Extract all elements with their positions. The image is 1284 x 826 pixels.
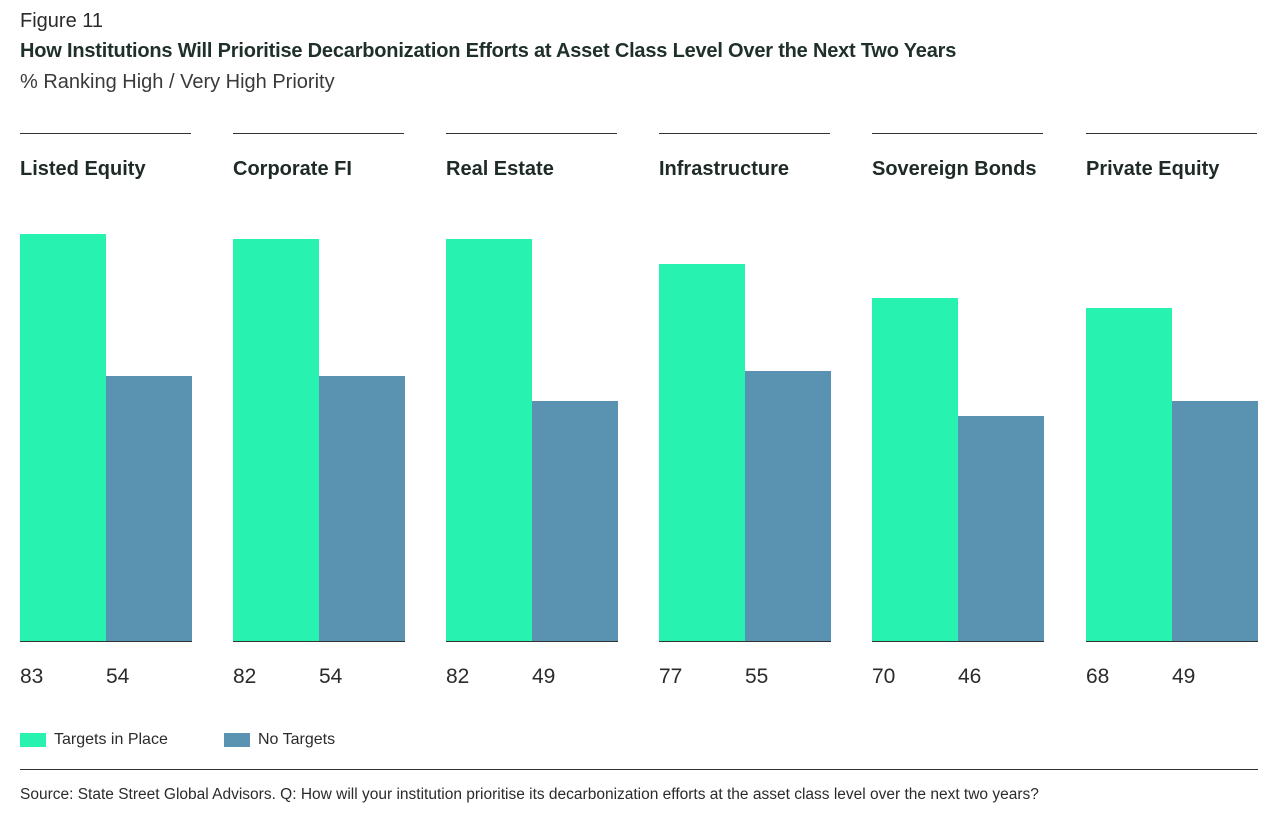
panel-corporate-fi: Corporate FI 82 54: [233, 133, 405, 693]
value-label-no-targets: 46: [958, 665, 982, 688]
category-label: Corporate FI: [233, 158, 352, 180]
panel-divider: [872, 133, 1043, 134]
value-label-no-targets: 54: [319, 665, 343, 688]
category-label: Private Equity: [1086, 158, 1220, 180]
bar-targets-in-place: [446, 239, 532, 641]
baseline: [872, 641, 1044, 642]
value-label-targets-in-place: 83: [20, 665, 44, 688]
bar-targets-in-place: [872, 298, 958, 641]
value-label-targets-in-place: 70: [872, 665, 896, 688]
bar-no-targets: [532, 401, 618, 641]
panel-listed-equity: Listed Equity 83 54: [20, 133, 192, 693]
value-label-no-targets: 55: [745, 665, 769, 688]
bar-targets-in-place: [659, 264, 745, 641]
bar-targets-in-place: [233, 239, 319, 641]
value-label-targets-in-place: 82: [446, 665, 470, 688]
legend-swatch-no-targets: [224, 733, 250, 747]
chart-subtitle: % Ranking High / Very High Priority: [20, 71, 335, 93]
value-label-no-targets: 49: [532, 665, 556, 688]
bar-no-targets: [1172, 401, 1258, 641]
panel-sovereign-bonds: Sovereign Bonds 70 46: [872, 133, 1044, 693]
panel-real-estate: Real Estate 82 49: [446, 133, 618, 693]
category-label: Infrastructure: [659, 158, 790, 180]
category-label: Real Estate: [446, 158, 554, 180]
category-label: Listed Equity: [20, 158, 146, 180]
legend-item-no-targets: No Targets: [224, 731, 335, 749]
value-label-targets-in-place: 77: [659, 665, 683, 688]
category-label: Sovereign Bonds: [872, 158, 1037, 180]
panel-divider: [1086, 133, 1257, 134]
baseline: [20, 641, 192, 642]
bar-targets-in-place: [1086, 308, 1172, 641]
value-label-targets-in-place: 68: [1086, 665, 1110, 688]
baseline: [1086, 641, 1258, 642]
source-divider: [20, 769, 1258, 770]
panel-infrastructure: Infrastructure 77 55: [659, 133, 831, 693]
baseline: [233, 641, 405, 642]
legend-swatch-targets-in-place: [20, 733, 46, 747]
legend-item-targets-in-place: Targets in Place: [20, 731, 168, 749]
value-label-no-targets: 54: [106, 665, 130, 688]
bar-no-targets: [745, 371, 831, 641]
bar-no-targets: [106, 376, 192, 641]
chart-title: How Institutions Will Prioritise Decarbo…: [20, 40, 957, 62]
panel-private-equity: Private Equity 68 49: [1086, 133, 1258, 693]
legend-label-targets-in-place: Targets in Place: [54, 731, 168, 748]
value-label-no-targets: 49: [1172, 665, 1196, 688]
panel-divider: [446, 133, 617, 134]
legend-label-no-targets: No Targets: [258, 731, 336, 748]
bar-targets-in-place: [20, 234, 106, 641]
baseline: [446, 641, 618, 642]
figure-label: Figure 11: [20, 10, 104, 32]
panel-divider: [233, 133, 404, 134]
value-label-targets-in-place: 82: [233, 665, 257, 688]
bar-no-targets: [319, 376, 405, 641]
bar-no-targets: [958, 416, 1044, 641]
baseline: [659, 641, 831, 642]
panel-divider: [659, 133, 830, 134]
panel-divider: [20, 133, 191, 134]
source-note: Source: State Street Global Advisors. Q:…: [20, 786, 1039, 803]
